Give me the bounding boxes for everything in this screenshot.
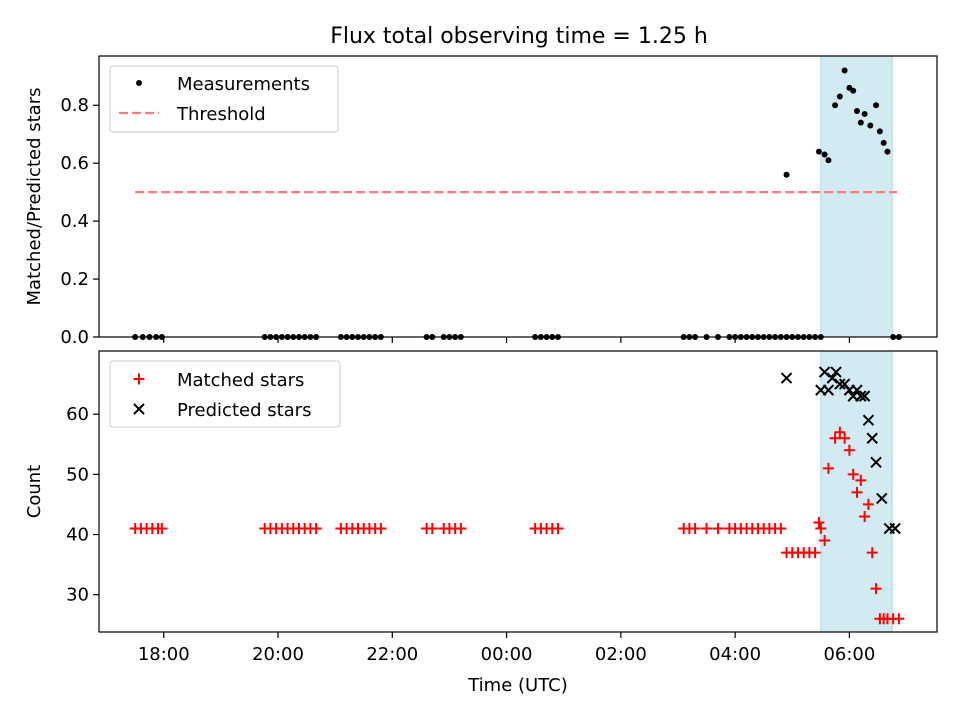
highlight-span (820, 55, 893, 338)
measurement-point (867, 122, 874, 129)
legend-box (109, 360, 341, 428)
x-axis-label: Time (UTC) (467, 675, 568, 696)
legend-marker-matched (133, 373, 145, 385)
measurement-point (821, 151, 828, 158)
measurement-point (876, 128, 883, 135)
figure-title: Flux total observing time = 1.25 h (330, 24, 708, 49)
y-tick-label: 30 (66, 585, 89, 606)
matched-star-point (870, 583, 882, 595)
matched-star-point (809, 547, 821, 559)
matched-star-point (859, 510, 871, 522)
predicted-star-point (818, 366, 831, 378)
legend-marker-predicted (133, 403, 145, 415)
measurement-point (880, 139, 887, 146)
matched-star-point (813, 516, 825, 528)
predicted-star-point (855, 390, 867, 402)
matched-star-point (310, 523, 322, 535)
predicted-star-point (876, 492, 888, 505)
predicted-star-point (889, 522, 901, 535)
legend-label-measurements: Measurements (177, 74, 310, 95)
measurement-point (854, 108, 861, 115)
matched-star-point (862, 498, 874, 510)
measurement-point (850, 87, 857, 94)
measurement-point (832, 102, 839, 109)
panel-frame (98, 350, 938, 633)
y-tick-label: 0.8 (60, 95, 89, 116)
legend-label-threshold: Threshold (176, 104, 266, 125)
matched-star-point (689, 523, 701, 535)
matched-star-point (775, 523, 787, 535)
matched-star-point (375, 523, 387, 535)
matched-star-point (819, 535, 831, 547)
predicted-star-point (866, 432, 878, 444)
y-tick-label: 60 (66, 404, 89, 425)
measurement-point (873, 102, 880, 109)
predicted-star-point (858, 390, 871, 402)
x-tick-label: 04:00 (709, 644, 761, 665)
matched-star-point (426, 523, 438, 535)
matched-star-point (851, 486, 863, 498)
measurement-point (815, 148, 822, 155)
matched-star-point (839, 432, 851, 444)
measurement-point (861, 110, 868, 117)
y-tick-label: 40 (66, 525, 89, 546)
panel-2: 30 40 50 60 18:00 20:00 22:00 00:00 02:00 04:00 06… (24, 350, 938, 665)
measurement-point (884, 148, 891, 155)
predicted-star-point (822, 384, 835, 396)
predicted-star-point (862, 414, 875, 426)
x-tick-label: 02:00 (595, 644, 647, 665)
x-tick-label: 00:00 (481, 644, 533, 665)
matched-star-point (701, 523, 713, 535)
legend: Measurements Threshold (109, 65, 339, 133)
matched-star-point (866, 547, 878, 559)
x-tick-label: 06:00 (823, 644, 875, 665)
legend-label-predicted: Predicted stars (177, 400, 311, 421)
matched-star-point (156, 523, 168, 535)
matched-star-point (843, 444, 855, 456)
matched-star-point (815, 523, 827, 535)
predicted-star-point (851, 384, 863, 396)
matched-star-point (822, 462, 834, 474)
legend: Matched stars Predicted stars (109, 360, 341, 428)
matched-star-point (829, 432, 841, 444)
matched-star-point (893, 613, 905, 625)
y-axis-label: Count (24, 465, 45, 518)
measurement-point (825, 157, 832, 164)
panel-1: 0.0 0.2 0.4 0.6 0.8 Matched/Predicted stars Me… (24, 55, 938, 348)
measurement-point (857, 119, 864, 126)
predicted-star-point (870, 456, 882, 469)
y-tick-label: 0.4 (60, 211, 89, 232)
measurement-point (836, 93, 843, 100)
y-tick-label: 0.2 (60, 269, 89, 290)
measurement-point (841, 67, 848, 74)
legend-box (109, 65, 339, 133)
panel-frame (98, 55, 938, 338)
matched-star-point (847, 468, 859, 480)
x-tick-label: 18:00 (138, 644, 190, 665)
y-tick-label: 0.0 (60, 327, 89, 348)
predicted-star-point (780, 372, 793, 384)
matched-star-point (855, 474, 867, 486)
matched-star-point (834, 426, 846, 438)
y-tick-label: 0.6 (60, 153, 89, 174)
matched-star-point (712, 523, 724, 535)
matched-star-point (455, 523, 467, 535)
measurement-point (783, 171, 790, 178)
legend-label-matched: Matched stars (177, 370, 304, 391)
legend-marker-measurements (136, 80, 142, 86)
y-tick-label: 50 (66, 464, 89, 485)
predicted-star-point (830, 366, 842, 378)
y-axis-label: Matched/Predicted stars (24, 88, 45, 306)
x-tick-label: 22:00 (366, 644, 418, 665)
x-tick-label: 20:00 (252, 644, 304, 665)
predicted-star-point (834, 378, 846, 390)
predicted-star-point (826, 372, 838, 384)
matched-star-point (552, 523, 564, 535)
